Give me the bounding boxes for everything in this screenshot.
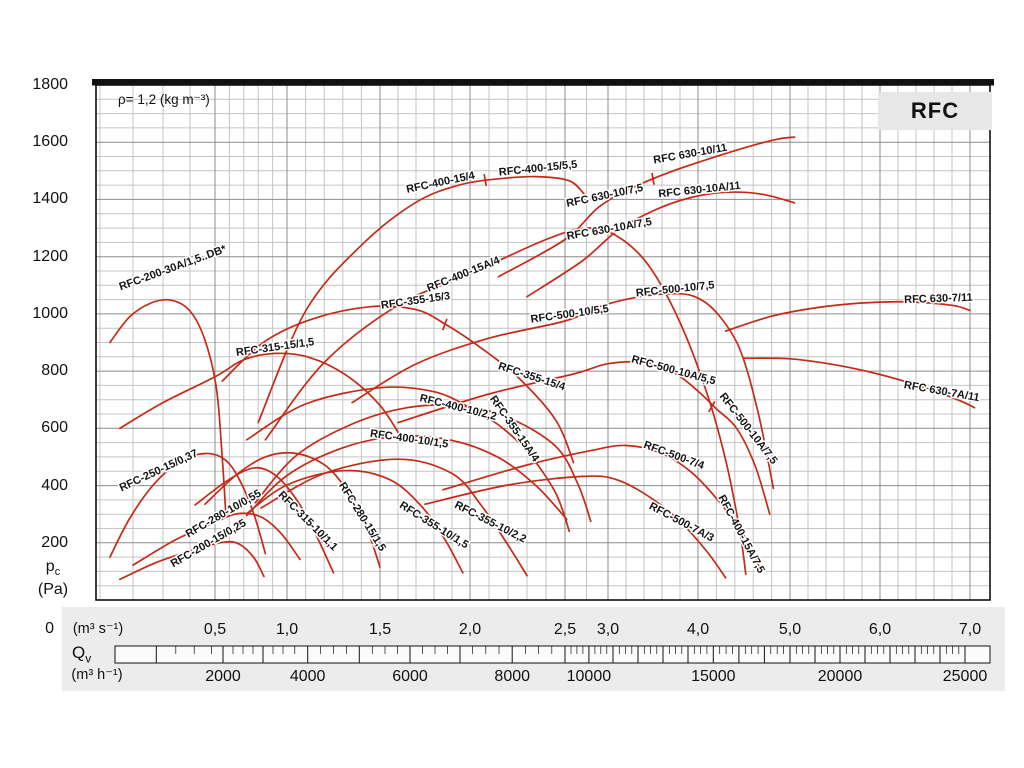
curve-label: RFC-400-15/5,5 bbox=[498, 159, 578, 179]
curve-label: RFC 630-7A/11 bbox=[903, 379, 980, 404]
x-bottom-axis-symbol-subscript: v bbox=[85, 651, 92, 666]
curve-label: RFC-400-10/1,5 bbox=[369, 428, 449, 451]
curve-label: RFC 630-10A/11 bbox=[658, 180, 741, 201]
curve-RFC-400-10/2,2 bbox=[254, 404, 592, 523]
curve-label: RFC-315-10/1,1 bbox=[276, 489, 340, 553]
curve-label: RFC 630-10A/7,5 bbox=[566, 216, 653, 243]
plot-top-border bbox=[92, 79, 994, 86]
curve-RFC-500-10A bbox=[397, 360, 771, 516]
curve-RFC-280-15/1,5 bbox=[204, 451, 381, 568]
curve-RFC-500-7A bbox=[424, 475, 727, 579]
curve-limit-tick bbox=[483, 173, 488, 187]
y-axis-unit: (Pa) bbox=[37, 581, 69, 599]
curve-RFC-400-15 bbox=[257, 175, 585, 424]
curve-RFC-315-15/1,5 bbox=[118, 352, 405, 443]
curve-RFC-250-15/0,37 bbox=[109, 452, 267, 558]
curve-RFC-355-10/2,2 bbox=[260, 458, 528, 577]
curve-label: RFC-500-10/7,5 bbox=[635, 279, 715, 299]
curve-limit-tick bbox=[651, 172, 655, 185]
y-axis-symbol: p bbox=[45, 558, 55, 575]
curve-RFC-315-10/1,1 bbox=[194, 466, 335, 574]
y-axis-title: pc (Pa) bbox=[26, 558, 80, 598]
curve-RFC-280-10/0,55 bbox=[132, 512, 301, 566]
x-bottom-axis-unit: (m³ h⁻¹) bbox=[71, 667, 123, 683]
curve-label: RFC-400-15A/4 bbox=[425, 254, 502, 295]
curve-RFC 630-10 bbox=[497, 136, 796, 278]
curve-limit-tick bbox=[441, 318, 448, 331]
curve-label: RFC-400-10/2,2 bbox=[418, 392, 497, 423]
curve-RFC 630-10A bbox=[526, 191, 796, 298]
y-zero-label: 0 bbox=[45, 620, 54, 637]
curve-label: RFC-250-15/0,37 bbox=[118, 447, 200, 494]
curve-RFC-200-30A/1,5..DB* bbox=[109, 298, 227, 516]
curve-RFC-355-15 bbox=[221, 305, 575, 464]
curve-label: RFC-500-10A/5,5 bbox=[630, 353, 717, 387]
y-axis-symbol-subscript: c bbox=[54, 566, 61, 579]
x-top-axis-unit: (m³ s⁻¹) bbox=[72, 621, 124, 637]
curve-RFC-200-15/0,25 bbox=[118, 540, 265, 581]
curve-label: RFC-500-7/4 bbox=[642, 439, 707, 472]
x-bottom-axis-title: Qv bbox=[72, 643, 91, 665]
curve-RFC-400-10/1,5 bbox=[245, 435, 568, 521]
air-density-annotation: ρ= 1,2 (kg m⁻³) bbox=[118, 92, 210, 107]
chart-title: RFC bbox=[910, 98, 960, 123]
curve-label: RFC-500-10/5,5 bbox=[530, 303, 610, 326]
curve-label: RFC-400-15A/7,5 bbox=[715, 493, 766, 575]
curve-RFC-500-7 bbox=[442, 444, 762, 571]
curve-RFC-355-10/1,5 bbox=[245, 469, 464, 574]
x-bottom-axis-symbol: Q bbox=[72, 643, 86, 662]
series-family-badge: RFC bbox=[878, 92, 992, 130]
curve-label: RFC-500-7A/3 bbox=[647, 500, 716, 544]
curve-RFC 630-7 bbox=[724, 300, 971, 332]
curve-label: RFC 630-7/11 bbox=[904, 292, 973, 306]
curve-RFC-400-15A bbox=[264, 227, 747, 576]
curve-RFC-500-10 bbox=[351, 292, 775, 490]
curve-limit-tick bbox=[708, 400, 716, 413]
curve-RFC 630-7A bbox=[743, 357, 976, 409]
